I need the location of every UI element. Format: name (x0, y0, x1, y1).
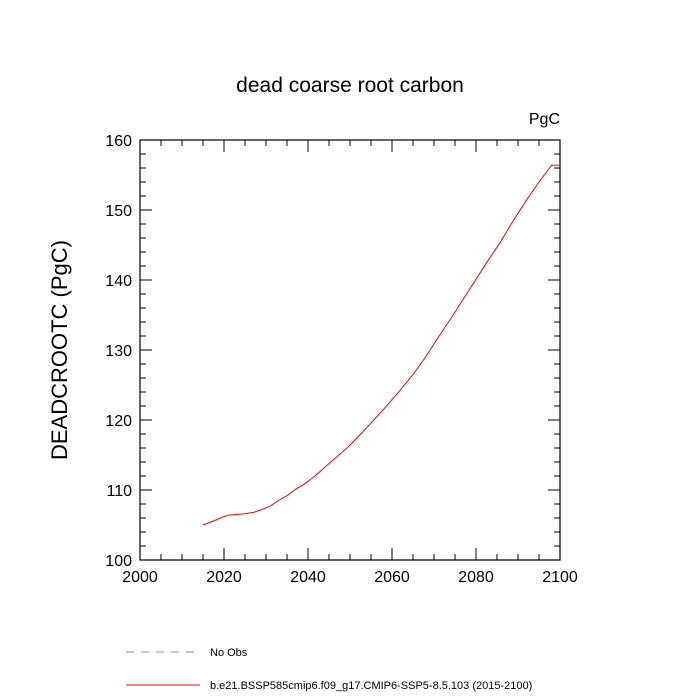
series-line (202, 164, 560, 526)
y-tick-label: 100 (105, 553, 132, 570)
x-tick-label: 2080 (458, 569, 494, 586)
y-tick-label: 130 (105, 343, 132, 360)
units-label: PgC (529, 111, 560, 128)
legend-label: No Obs (210, 647, 248, 659)
chart-title: dead coarse root carbon (236, 74, 464, 97)
x-tick-label: 2100 (542, 569, 578, 586)
y-tick-label: 110 (106, 483, 132, 500)
x-tick-label: 2040 (290, 569, 326, 586)
series-layer (202, 164, 560, 526)
legend-label: b.e21.BSSP585cmip6.f09_g17.CMIP6-SSP5-8.… (210, 680, 532, 692)
legend: No Obs b.e21.BSSP585cmip6.f09_g17.CMIP6-S… (126, 647, 532, 692)
axis-tick-labels: 2000 2020 2040 2060 2080 2100 100 110 120 130 140 1… (105, 133, 578, 586)
y-tick-label: 120 (105, 413, 132, 430)
x-tick-label: 2000 (122, 569, 158, 586)
x-tick-label: 2020 (206, 569, 242, 586)
y-tick-label: 160 (105, 133, 132, 150)
y-axis-label: DEADCROOTC (PgC) (47, 240, 72, 460)
plot-frame (139, 139, 561, 561)
x-tick-label: 2060 (374, 569, 410, 586)
y-tick-label: 140 (105, 273, 132, 290)
axis-ticks (139, 139, 561, 561)
y-tick-label: 150 (105, 203, 132, 220)
